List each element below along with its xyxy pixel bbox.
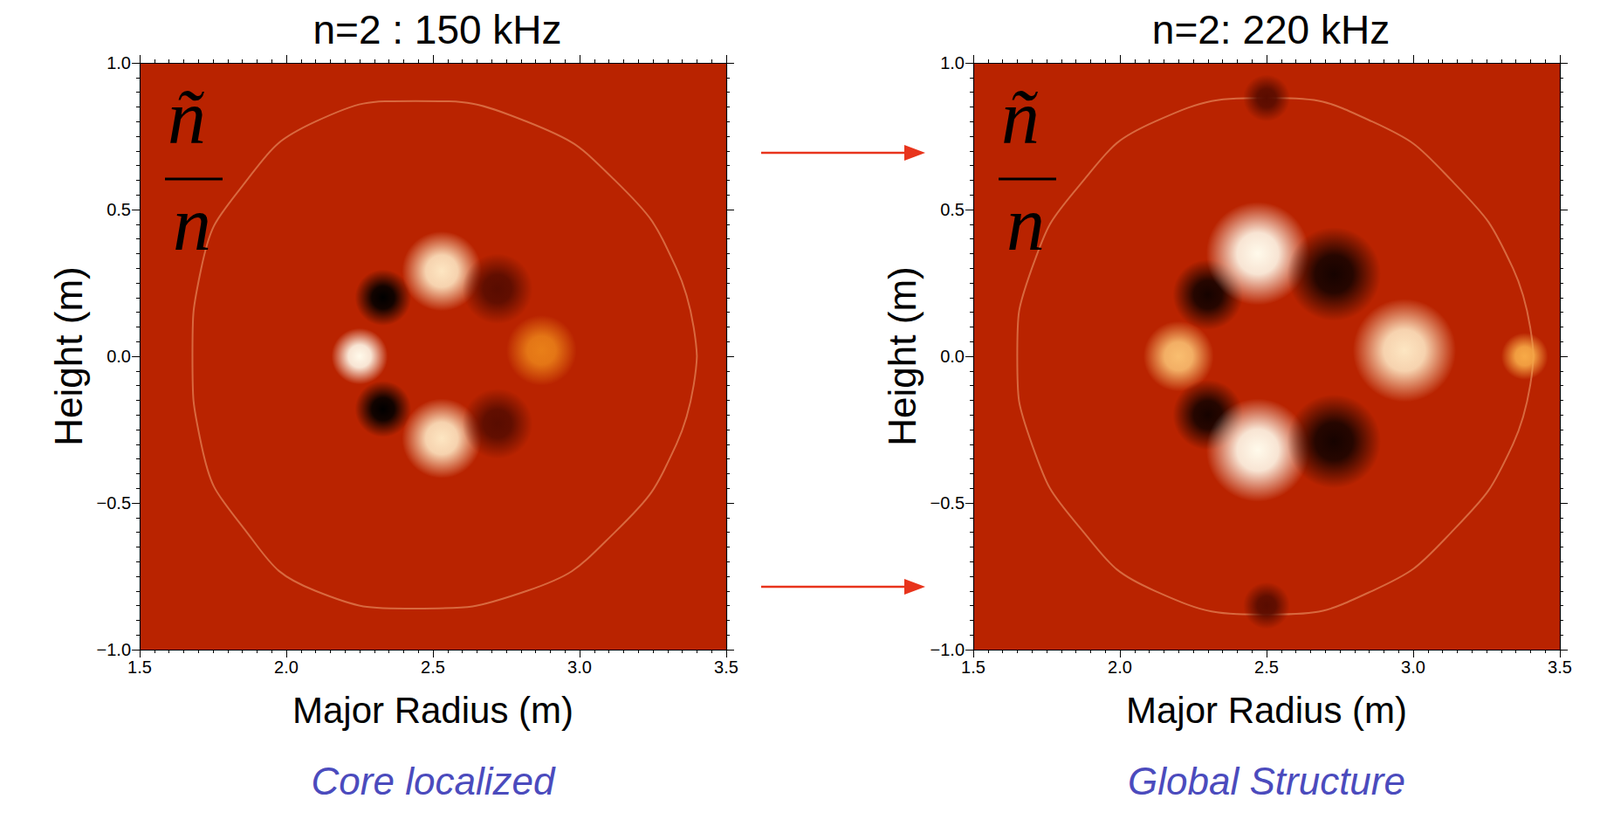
svg-text:0.0: 0.0 bbox=[106, 346, 131, 366]
svg-text:0.5: 0.5 bbox=[106, 199, 131, 220]
svg-text:Major Radius (m): Major Radius (m) bbox=[1126, 689, 1408, 731]
svg-text:ñ: ñ bbox=[167, 75, 207, 160]
svg-text:3.5: 3.5 bbox=[1547, 657, 1573, 677]
svg-text:n=2 : 150 kHz: n=2 : 150 kHz bbox=[312, 6, 562, 53]
svg-text:1.0: 1.0 bbox=[106, 53, 131, 73]
svg-text:1.0: 1.0 bbox=[940, 53, 965, 73]
svg-text:ñ: ñ bbox=[1001, 75, 1040, 160]
svg-text:Height (m): Height (m) bbox=[47, 266, 90, 446]
svg-text:n=2: 220 kHz: n=2: 220 kHz bbox=[1152, 6, 1390, 53]
svg-text:1.5: 1.5 bbox=[961, 657, 986, 677]
svg-text:2.0: 2.0 bbox=[1107, 657, 1133, 677]
svg-text:0.5: 0.5 bbox=[940, 199, 965, 220]
svg-text:Core localized: Core localized bbox=[311, 759, 557, 803]
svg-text:0.0: 0.0 bbox=[940, 346, 965, 366]
svg-text:3.0: 3.0 bbox=[1400, 657, 1426, 677]
svg-text:3.5: 3.5 bbox=[714, 657, 739, 677]
svg-text:2.5: 2.5 bbox=[1254, 657, 1279, 677]
svg-text:1.5: 1.5 bbox=[127, 657, 152, 677]
svg-text:n: n bbox=[1006, 181, 1045, 267]
svg-text:n: n bbox=[172, 181, 212, 267]
svg-text:Major Radius (m): Major Radius (m) bbox=[292, 689, 574, 731]
svg-text:Height (m): Height (m) bbox=[880, 266, 924, 446]
svg-text:3.0: 3.0 bbox=[567, 657, 592, 677]
svg-text:2.5: 2.5 bbox=[420, 657, 446, 677]
svg-text:−0.5: −0.5 bbox=[96, 493, 131, 513]
svg-text:−0.5: −0.5 bbox=[930, 493, 965, 513]
svg-text:2.0: 2.0 bbox=[274, 657, 299, 677]
svg-text:−1.0: −1.0 bbox=[96, 639, 131, 660]
svg-text:Global Structure: Global Structure bbox=[1127, 759, 1406, 803]
svg-text:−1.0: −1.0 bbox=[930, 639, 965, 660]
